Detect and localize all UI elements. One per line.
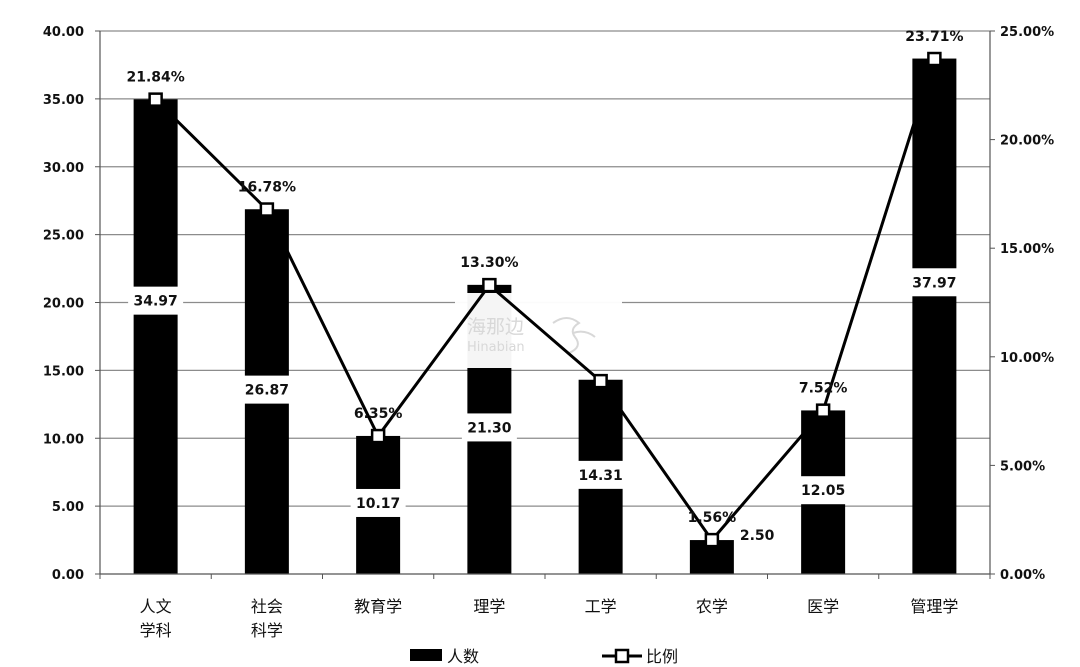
- y-left-tick-label: 35.00: [43, 93, 84, 108]
- y-left-tick-label: 40.00: [43, 25, 84, 40]
- y-left-tick-label: 5.00: [52, 500, 84, 515]
- line-path: [154, 58, 936, 542]
- y-left-tick-label: 10.00: [43, 432, 84, 447]
- bar-value-label: 12.05: [801, 483, 845, 499]
- line-series: 21.84% 16.78% 6.35% 13.30% 1.56% 7.52% 23.71%: [126, 29, 964, 548]
- x-category-label: 社会科学: [251, 597, 283, 640]
- x-category-label: 医学: [807, 597, 839, 616]
- line-value-label: 1.56%: [688, 510, 737, 526]
- watermark-en-text: Hinabian: [467, 340, 525, 355]
- watermark: 海那边 Hinabian: [455, 293, 622, 368]
- bar-label-bg: [128, 286, 184, 315]
- bar-value-label: 14.31: [578, 468, 622, 484]
- bar-label-bg: [906, 268, 962, 297]
- line-marker: [148, 92, 163, 107]
- x-category-label: 农学: [696, 597, 728, 616]
- line-value-label: 16.78%: [238, 180, 296, 196]
- legend-bar-label: 人数: [447, 647, 479, 666]
- y-left-tick-label: 15.00: [43, 364, 84, 379]
- bar-value-label: 34.97: [133, 294, 177, 310]
- y-left-tick-label: 0.00: [52, 568, 84, 583]
- x-category-label: 教育学: [354, 597, 402, 616]
- bar-value-label: 37.97: [912, 275, 956, 291]
- bar-value-label: 10.17: [356, 496, 400, 512]
- x-category-label: 人文学科: [140, 597, 172, 640]
- line-marker: [593, 373, 608, 389]
- bar-value-label: 21.30: [467, 420, 512, 436]
- legend-line-marker: [614, 648, 630, 664]
- line-value-label: 6.35%: [354, 406, 403, 422]
- bar-label-bg: [795, 476, 851, 505]
- bar-value-label: 2.50: [740, 528, 775, 544]
- y-right-tick-label: 10.00%: [1000, 351, 1054, 366]
- line-marker: [482, 277, 497, 293]
- line-marker: [259, 202, 275, 217]
- bar-label-bg: [736, 524, 778, 547]
- y-left-tick-label: 30.00: [43, 161, 84, 176]
- bar-label-bg: [350, 488, 406, 517]
- bar-label-bg: [573, 460, 629, 489]
- bar-label-bg: [461, 413, 517, 442]
- legend-line-label: 比例: [646, 647, 678, 666]
- line-marker: [927, 51, 942, 67]
- bar-value-label: 26.87: [245, 383, 289, 399]
- bar-value-labels: 34.97 26.87 10.17 21.30 14.31 2.50 12.05 37.97: [128, 268, 962, 547]
- y-left-tick-label: 25.00: [43, 229, 84, 244]
- x-category-label: 工学: [585, 597, 617, 616]
- y-left-tick-label: 20.00: [43, 297, 84, 312]
- y-right-tick-label: 0.00%: [1000, 568, 1045, 583]
- x-category-label: 管理学: [910, 597, 958, 616]
- bar-label-bg: [239, 375, 295, 404]
- gridlines: [100, 30, 990, 507]
- x-category-label: 理学: [473, 597, 505, 616]
- bar: [912, 58, 957, 574]
- line-marker: [370, 428, 386, 444]
- legend-bar-swatch: [410, 649, 442, 661]
- y-right-tick-label: 25.00%: [1000, 25, 1054, 40]
- line-value-label: 13.30%: [460, 255, 518, 271]
- watermark-cn-text: 海那边: [467, 316, 524, 338]
- watermark-bg: [455, 293, 622, 368]
- legend: 人数 比例: [410, 647, 678, 666]
- line-marker: [815, 403, 831, 418]
- line-value-label: 21.84%: [126, 70, 184, 86]
- line-value-label: 23.71%: [905, 29, 963, 45]
- axes: 0.00 5.00 10.00 15.00 20.00 25.00 30.00 35.00 40…: [43, 25, 1054, 640]
- y-right-tick-label: 5.00%: [1000, 459, 1045, 474]
- y-right-tick-label: 15.00%: [1000, 242, 1054, 257]
- y-right-tick-label: 20.00%: [1000, 134, 1054, 149]
- watermark-logo-icon: [552, 317, 596, 354]
- line-marker: [704, 532, 720, 548]
- line-value-label: 7.52%: [799, 381, 848, 397]
- bar: [133, 99, 178, 574]
